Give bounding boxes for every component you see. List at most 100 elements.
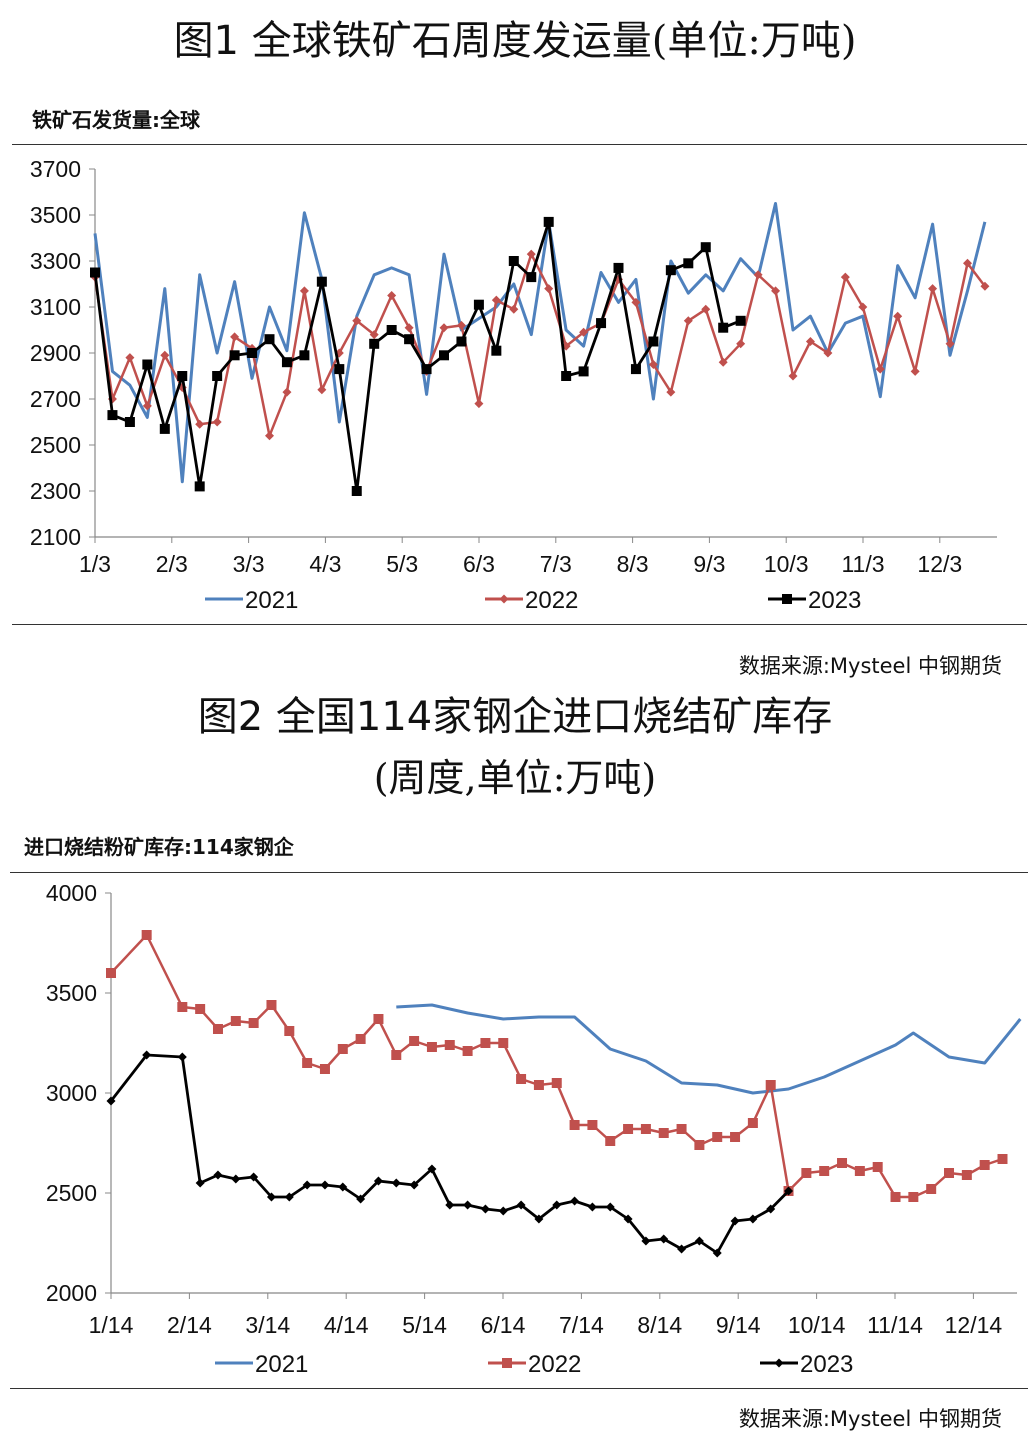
chart-1-series-2022-point <box>509 304 519 314</box>
chart-1-bottom-rule <box>12 624 1027 625</box>
chart-1-series-2021 <box>93 202 987 484</box>
chart-2-series-2023-point <box>409 1180 419 1190</box>
chart-1-series-2022-point <box>160 350 170 360</box>
chart-1-series-2023-point <box>526 272 537 283</box>
chart-2-series-2023-point <box>427 1164 437 1174</box>
chart-2-legend: 2021 2022 2023 <box>215 1351 853 1378</box>
chart-2-x-tick-label: 10/14 <box>788 1312 846 1338</box>
chart-2-series-2023-point <box>587 1202 597 1212</box>
chart-2-series-2023-point <box>605 1202 615 1212</box>
chart-2-series-2022-point <box>944 1168 955 1178</box>
chart-1-series-2022-point <box>352 316 362 326</box>
chart-1-series-2023-point <box>124 417 135 427</box>
figure-1-unit: (单位:万吨) <box>651 18 857 64</box>
chart-2-series-2022-point <box>908 1192 919 1202</box>
chart-2-series-2022-point <box>712 1132 723 1142</box>
chart-1-series-2022-point <box>823 348 833 358</box>
legend-2022-label: 2022 <box>528 1351 581 1378</box>
chart-1-series-2023-point <box>299 350 310 361</box>
legend-2021-label: 2021 <box>255 1351 308 1378</box>
chart-2-series-2023-point <box>730 1216 740 1226</box>
chart-1-series-2023-point <box>735 315 746 326</box>
chart-1-series-2023-point <box>665 265 676 276</box>
chart-2-series-2023-point <box>266 1192 276 1202</box>
chart-1-x-tick-label: 9/3 <box>693 551 725 577</box>
chart-2-series-2022-point <box>730 1132 741 1142</box>
chart-1-series-2023-point <box>247 348 258 358</box>
chart-2-series-2022-point <box>480 1038 491 1048</box>
chart-2-series-2022-point <box>516 1074 527 1084</box>
chart-2-series-2022-point <box>854 1166 865 1176</box>
chart-1-y-tick-label: 3300 <box>30 248 81 274</box>
chart-2-series-2023-point <box>445 1200 455 1210</box>
chart-2-series-2023-point <box>766 1204 776 1214</box>
chart-2-series-2022-point <box>462 1046 473 1056</box>
chart-1-x-tick-label: 11/3 <box>841 551 884 577</box>
chart-2-series-2022-point <box>373 1014 384 1024</box>
chart-1-series-2023-point <box>229 350 240 361</box>
chart-2-x-tick-label: 6/14 <box>481 1312 526 1338</box>
chart-2-series-2023-point <box>552 1200 562 1210</box>
chart-1-series-2022-point <box>526 249 536 259</box>
chart-1-series-2023-point <box>90 267 100 278</box>
chart-2-series-2023 <box>106 1050 794 1258</box>
chart-2-series-2022-point <box>106 968 116 978</box>
chart-1-series-2022-point <box>265 431 274 441</box>
chart-2-series-2023-point <box>373 1176 383 1186</box>
chart-1-series-2022-point <box>579 327 589 337</box>
chart-1-series-2023-point <box>596 318 607 329</box>
chart-2-series-2023-point <box>748 1214 758 1224</box>
chart-2-series-2022-point <box>605 1136 616 1146</box>
chart-1-x-tick-label: 4/3 <box>309 551 341 577</box>
chart-1-series-2023-point <box>508 256 519 266</box>
chart-2-series-2022-point <box>623 1124 634 1134</box>
chart-2-x-tick-label: 4/14 <box>324 1312 369 1338</box>
chart-1-series-2022-point <box>456 320 466 330</box>
chart-1-svg: 2100 2300 2500 2700 2900 3100 3300 3500 3700 1/3 2… <box>30 156 997 614</box>
figure-1-title-text: 图1 全球铁矿石周度发运量 <box>173 18 652 64</box>
chart-2-series-2023-point <box>142 1050 152 1060</box>
chart-1-x-tick-label: 10/3 <box>764 551 809 577</box>
chart-2-series-2023-point <box>712 1248 722 1258</box>
chart-1-series-2022-point <box>317 385 327 395</box>
chart-2-x-tick-label: 8/14 <box>637 1312 682 1338</box>
chart-2-series-2022-point <box>926 1184 937 1194</box>
chart-1-series-2023-point <box>578 366 589 377</box>
legend-2023-label: 2023 <box>808 587 861 614</box>
chart-2-series-2022-point <box>177 1002 188 1012</box>
chart-1-series-2022-point <box>928 284 938 294</box>
chart-1-series-2023-line <box>93 220 742 493</box>
chart-1-series-2022-point <box>963 258 972 268</box>
chart-1-series-2022-point <box>910 366 920 376</box>
chart-1-series-2023-point <box>351 486 362 496</box>
chart-2-series-2022-point <box>533 1080 544 1090</box>
chart-1-series-2022-point <box>195 419 205 429</box>
chart-1-series-2022-point <box>631 297 641 307</box>
chart-1-series-2023-point <box>613 262 624 273</box>
chart-2-series-2023-point <box>391 1178 401 1188</box>
chart-1-y-tick-label: 2300 <box>30 478 81 504</box>
chart-1-series-2023-point <box>281 357 292 368</box>
chart-1-series-2022-point <box>125 353 135 363</box>
chart-2-series-2022-point <box>391 1050 402 1060</box>
chart-1-series-2023-point <box>316 276 327 287</box>
chart-2-series-2023-point <box>249 1172 259 1182</box>
chart-2-series-2023-point <box>231 1174 241 1184</box>
chart-2-series-2023-point <box>213 1170 223 1180</box>
chart-1-series-2021-line <box>93 202 987 484</box>
chart-2-series-2023-point <box>106 1096 116 1106</box>
chart-1-series-2022-line <box>93 252 986 438</box>
legend-2023-marker <box>774 1358 784 1368</box>
chart-2-series-2022-point <box>337 1044 348 1054</box>
chart-2-bottom-rule <box>10 1388 1028 1389</box>
chart-2-series-2023-point <box>195 1178 205 1188</box>
chart-2-series-2022-point <box>801 1168 812 1178</box>
chart-1-series-2022-point <box>142 401 152 411</box>
chart-1-series-2022-point <box>404 323 414 333</box>
chart-1-y-tick-label: 3700 <box>30 156 81 182</box>
chart-2-series-2023-point <box>498 1206 508 1216</box>
chart-2-x-tick-label: 1/14 <box>89 1312 134 1338</box>
chart-1-series-2023-point <box>648 336 659 347</box>
chart-1-series-2023-point <box>491 345 502 356</box>
chart-2-x-tick-label: 2/14 <box>167 1312 212 1338</box>
